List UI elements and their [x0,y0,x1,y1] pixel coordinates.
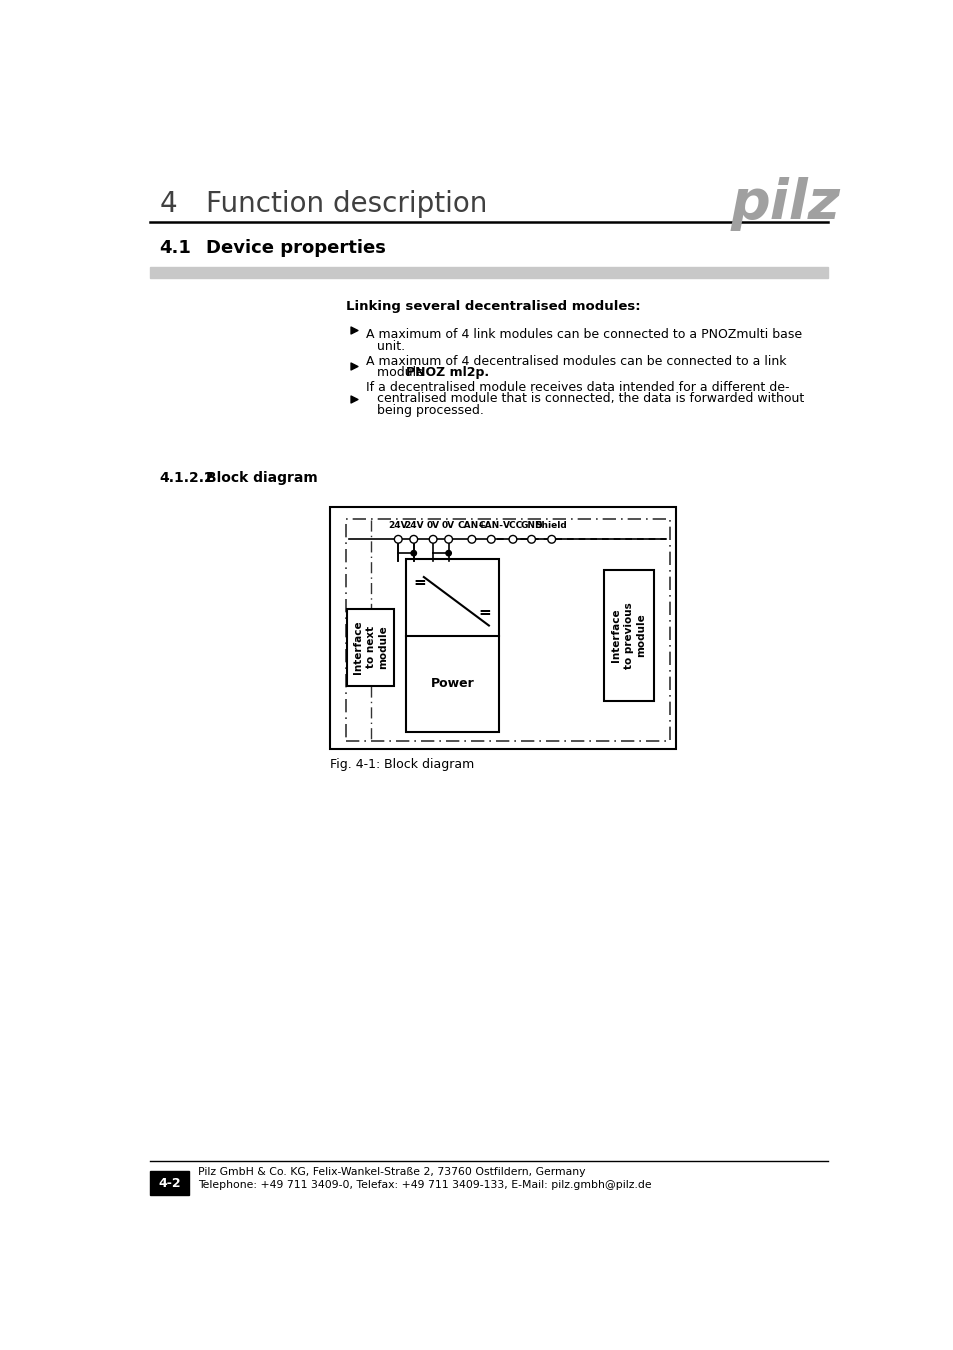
Circle shape [445,551,451,556]
Bar [347,609,394,686]
Text: 4-2: 4-2 [158,1176,181,1189]
Text: =: = [414,575,426,590]
Text: Block diagram: Block diagram [384,759,474,771]
Text: Device properties: Device properties [206,239,386,258]
Text: Power: Power [430,678,474,690]
Bar [406,559,498,732]
Circle shape [547,536,555,543]
Bar [345,518,669,741]
Text: CAN+: CAN+ [456,521,486,531]
Circle shape [509,536,517,543]
Text: GND: GND [519,521,542,531]
Text: 24V: 24V [388,521,408,531]
Text: Linking several decentralised modules:: Linking several decentralised modules: [345,300,639,313]
Text: PNOZ ml2p.: PNOZ ml2p. [406,366,489,379]
Text: being processed.: being processed. [376,404,483,417]
Text: 4.1: 4.1 [159,239,192,258]
Text: 24V: 24V [403,521,423,531]
Text: Pilz GmbH & Co. KG, Felix-Wankel-Straße 2, 73760 Ostfildern, Germany: Pilz GmbH & Co. KG, Felix-Wankel-Straße … [198,1168,585,1177]
Circle shape [487,536,495,543]
Circle shape [429,536,436,543]
Text: Interface
to previous
module: Interface to previous module [611,602,645,670]
Text: Block diagram: Block diagram [206,471,317,485]
Text: If a decentralised module receives data intended for a different de-: If a decentralised module receives data … [365,381,788,394]
Text: Shield: Shield [536,521,567,531]
Circle shape [527,536,535,543]
Text: VCC: VCC [502,521,522,531]
Text: Fig. 4-1:: Fig. 4-1: [330,759,380,771]
Text: module: module [376,366,427,379]
Bar [150,1170,189,1195]
Text: A maximum of 4 link modules can be connected to a PNOZmulti base: A maximum of 4 link modules can be conne… [365,328,801,342]
Text: Function description: Function description [206,190,487,219]
Bar [150,267,827,278]
Text: 4: 4 [159,190,177,219]
Text: 0V: 0V [426,521,439,531]
Circle shape [411,551,416,556]
Text: 0V: 0V [441,521,455,531]
Circle shape [468,536,476,543]
Circle shape [444,536,452,543]
Text: centralised module that is connected, the data is forwarded without: centralised module that is connected, th… [376,393,803,405]
Text: A maximum of 4 decentralised modules can be connected to a link: A maximum of 4 decentralised modules can… [365,355,785,367]
Bar [330,508,675,749]
Text: Interface
to next
module: Interface to next module [353,620,388,674]
Text: CAN-: CAN- [478,521,503,531]
Circle shape [410,536,417,543]
Text: Telephone: +49 711 3409-0, Telefax: +49 711 3409-133, E-Mail: pilz.gmbh@pilz.de: Telephone: +49 711 3409-0, Telefax: +49 … [198,1180,651,1189]
Text: unit.: unit. [376,340,404,352]
Text: pilz: pilz [730,177,840,231]
Text: =: = [478,605,491,620]
Circle shape [394,536,402,543]
Text: 4.1.2.2: 4.1.2.2 [159,471,214,485]
Bar [603,570,654,701]
